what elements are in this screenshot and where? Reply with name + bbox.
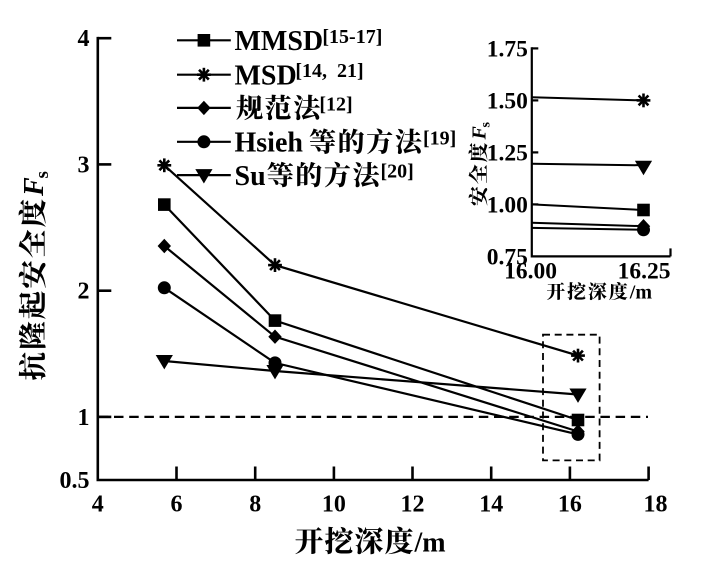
svg-text:8: 8 [249,492,261,518]
svg-text:Su: Su [235,161,266,192]
svg-text:1.25: 1.25 [487,140,528,166]
svg-text:18: 18 [644,492,668,518]
svg-text:0.75: 0.75 [487,244,528,270]
svg-text:1.75: 1.75 [487,36,528,62]
svg-text:1.50: 1.50 [487,88,528,114]
svg-text:F: F [19,177,50,197]
svg-text:2: 2 [78,279,90,305]
svg-text:[20]: [20] [381,161,414,183]
svg-text:12: 12 [401,492,425,518]
svg-text:10: 10 [322,492,346,518]
svg-text:F: F [469,126,491,141]
svg-text:s: s [479,122,494,128]
svg-text:[14, 21]: [14, 21] [295,60,363,82]
svg-text:[12]: [12] [319,93,352,115]
svg-text:6: 6 [171,492,183,518]
svg-text:3: 3 [78,152,90,178]
svg-text:0.5: 0.5 [60,468,90,494]
svg-text:4: 4 [92,492,104,518]
svg-text:16: 16 [558,492,582,518]
svg-text:MMSD: MMSD [235,26,324,57]
svg-text:Hsieh: Hsieh [235,128,304,159]
svg-text:1.00: 1.00 [487,192,528,218]
svg-text:1: 1 [78,405,90,431]
svg-text:16.00: 16.00 [504,259,557,285]
svg-text:14: 14 [479,492,503,518]
svg-text:s: s [32,171,53,178]
svg-text:/m: /m [414,528,446,559]
svg-text:16.25: 16.25 [618,259,671,285]
svg-text:4: 4 [78,26,90,52]
svg-text:[15-17]: [15-17] [322,26,382,48]
svg-text:MSD: MSD [235,60,297,91]
svg-text:/m: /m [629,281,653,303]
svg-text:[19]: [19] [423,127,456,149]
